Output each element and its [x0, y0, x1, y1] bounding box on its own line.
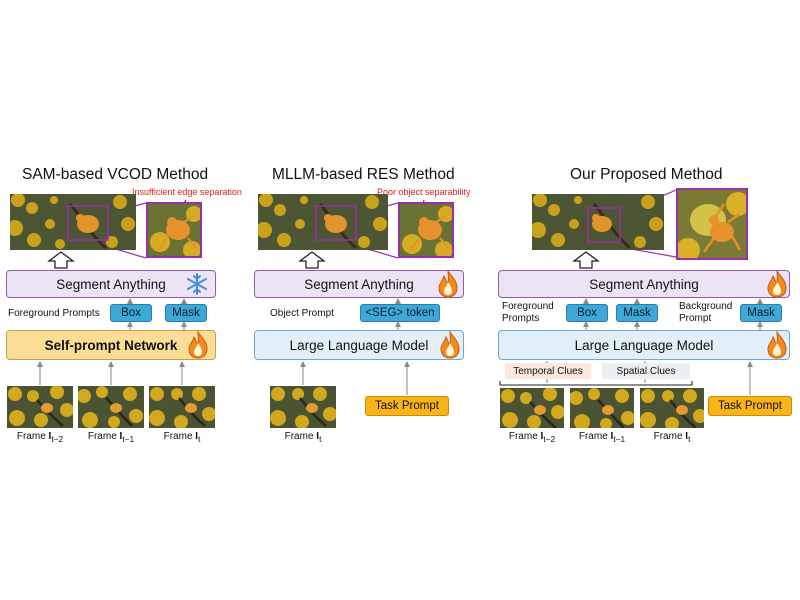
middle-scene-image [258, 194, 388, 250]
snowflake-icon [187, 273, 207, 295]
right-foreground-prompts-label: Foreground Prompts [502, 301, 554, 324]
left-frame-image-t-1 [78, 386, 144, 428]
seg-token-prompt: <SEG> token [360, 304, 440, 322]
right-frame-image-t-1 [570, 388, 634, 428]
middle-object-prompt-label: Object Prompt [270, 308, 334, 319]
right-panel-title: Our Proposed Method [570, 166, 723, 183]
middle-large-language-model-module: Large Language Model [254, 330, 464, 360]
large-language-model-label: Large Language Model [289, 337, 429, 353]
flame-icon [767, 270, 787, 298]
left-warning-text: Insufficient edge separation [132, 187, 242, 197]
left-zoom-view [146, 202, 202, 258]
left-panel-title: SAM-based VCOD Method [22, 166, 209, 183]
right-task-prompt: Task Prompt [708, 396, 792, 416]
right-large-language-model-module: Large Language Model [498, 330, 790, 360]
middle-frame-label-t: Frame It [284, 431, 322, 444]
middle-panel-title: MLLM-based RES Method [272, 166, 455, 183]
right-mask-prompt: Mask [616, 304, 658, 322]
temporal-clues-label: Temporal Clues [505, 363, 591, 379]
right-frame-label-t-1: Frame It−1 [578, 431, 626, 444]
left-frame-label-t: Frame It [163, 431, 201, 444]
middle-frame-image-t [270, 386, 336, 428]
spatial-clues-label: Spatial Clues [602, 363, 690, 379]
self-prompt-network-label: Self-prompt Network [44, 337, 178, 353]
left-frame-image-t-2 [7, 386, 73, 428]
segment-anything-label: Segment Anything [589, 276, 699, 292]
left-segment-anything-module: Segment Anything [6, 270, 216, 298]
left-frame-image-t [149, 386, 215, 428]
self-prompt-network-module: Self-prompt Network [6, 330, 216, 360]
right-background-mask-prompt: Mask [740, 304, 782, 322]
left-foreground-prompts-label: Foreground Prompts [8, 308, 100, 319]
right-frame-label-t: Frame It [653, 431, 691, 444]
segment-anything-label: Segment Anything [304, 276, 414, 292]
flame-icon [438, 270, 458, 298]
right-frame-image-t-2 [500, 388, 564, 428]
right-frame-image-t [640, 388, 704, 428]
left-box-prompt: Box [110, 304, 152, 322]
flame-icon [188, 331, 208, 359]
flame-icon [440, 331, 460, 359]
right-scene-image [532, 194, 664, 250]
left-scene-image [10, 194, 136, 250]
middle-zoom-view [398, 202, 454, 258]
flame-icon [767, 331, 787, 359]
left-frame-label-t-2: Frame It−2 [16, 431, 64, 444]
segment-anything-label: Segment Anything [56, 276, 166, 292]
left-mask-prompt: Mask [165, 304, 207, 322]
right-background-prompt-label: Background Prompt [679, 301, 733, 324]
large-language-model-label: Large Language Model [574, 337, 714, 353]
left-frame-label-t-1: Frame It−1 [87, 431, 135, 444]
right-zoom-view [676, 188, 748, 260]
right-box-prompt: Box [566, 304, 608, 322]
middle-task-prompt: Task Prompt [365, 396, 449, 416]
middle-segment-anything-module: Segment Anything [254, 270, 464, 298]
right-frame-label-t-2: Frame It−2 [508, 431, 556, 444]
middle-warning-text: Poor object separability [377, 187, 471, 197]
right-segment-anything-module: Segment Anything [498, 270, 790, 298]
